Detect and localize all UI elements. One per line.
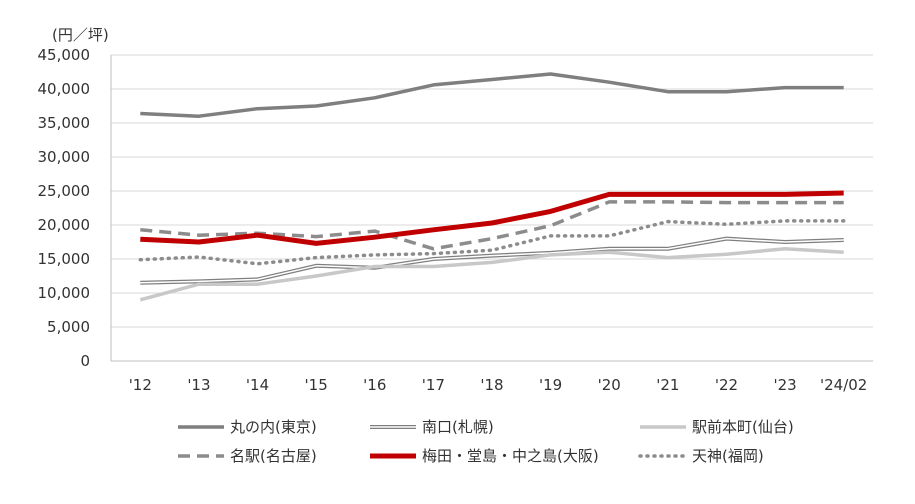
x-tick-label: '15 <box>305 376 328 394</box>
x-tick-labels: '12 '13 '14 '15 '16 '17 '18 '19 '20 '21 '22 '23 '24/… <box>129 376 868 394</box>
y-tick-labels: 0 5,000 10,000 15,000 20,000 25,000 30,000 35,0… <box>38 46 91 370</box>
y-tick-label: 15,000 <box>38 250 91 268</box>
legend-label: 梅田・堂島・中之島(大阪) <box>422 447 599 465</box>
y-tick-label: 25,000 <box>38 182 91 200</box>
series-4 <box>140 190 844 246</box>
x-tick-label: '13 <box>187 376 210 394</box>
legend-label: 南口(札幌) <box>422 418 494 436</box>
x-tick-label: '23 <box>773 376 796 394</box>
x-tick-label: '16 <box>363 376 386 394</box>
y-tick-label: 20,000 <box>38 216 91 234</box>
series-line <box>139 247 844 302</box>
legend-item: 丸の内(東京) <box>178 418 317 436</box>
x-tick-label: '14 <box>246 376 269 394</box>
y-tick-label: 30,000 <box>38 148 91 166</box>
y-tick-label: 10,000 <box>38 284 91 302</box>
y-tick-label: 5,000 <box>47 318 90 336</box>
series-line <box>140 190 844 246</box>
x-tick-label: '18 <box>480 376 503 394</box>
axes <box>110 55 873 362</box>
y-tick-label: 45,000 <box>38 46 91 64</box>
legend-item: 梅田・堂島・中之島(大阪) <box>370 447 599 465</box>
series-1 <box>140 236 844 285</box>
legend-item: 駅前本町(仙台) <box>640 418 794 436</box>
y-tick-label: 35,000 <box>38 114 91 132</box>
legend-label: 丸の内(東京) <box>230 418 317 436</box>
x-tick-label: '19 <box>539 376 562 394</box>
legend-item: 天神(福岡) <box>638 447 764 465</box>
x-tick-label: '12 <box>129 376 152 394</box>
series-5 <box>138 219 846 266</box>
y-tick-label: 0 <box>80 352 90 370</box>
series-line <box>140 72 844 118</box>
legend-label: 天神(福岡) <box>692 447 764 465</box>
series-line <box>138 219 846 266</box>
legend-item: 名駅(名古屋) <box>178 447 317 465</box>
series-lines <box>138 72 846 302</box>
series-2 <box>139 247 844 302</box>
gridlines <box>111 54 873 328</box>
legend: 丸の内(東京) 南口(札幌) 駅前本町(仙台) 名駅(名古屋) 梅田・堂島・中之島(大阪… <box>178 418 794 465</box>
y-unit-label: (円／坪) <box>52 26 109 44</box>
x-tick-label: '17 <box>422 376 445 394</box>
x-tick-label: '22 <box>715 376 738 394</box>
x-tick-label: '24/02 <box>820 376 867 394</box>
x-tick-label: '21 <box>656 376 679 394</box>
series-0 <box>140 72 844 118</box>
series-line-inner <box>140 237 844 284</box>
legend-label: 名駅(名古屋) <box>230 447 317 465</box>
legend-item: 南口(札幌) <box>370 418 494 436</box>
legend-label: 駅前本町(仙台) <box>692 418 794 436</box>
x-tick-label: '20 <box>598 376 621 394</box>
y-tick-label: 40,000 <box>38 80 91 98</box>
